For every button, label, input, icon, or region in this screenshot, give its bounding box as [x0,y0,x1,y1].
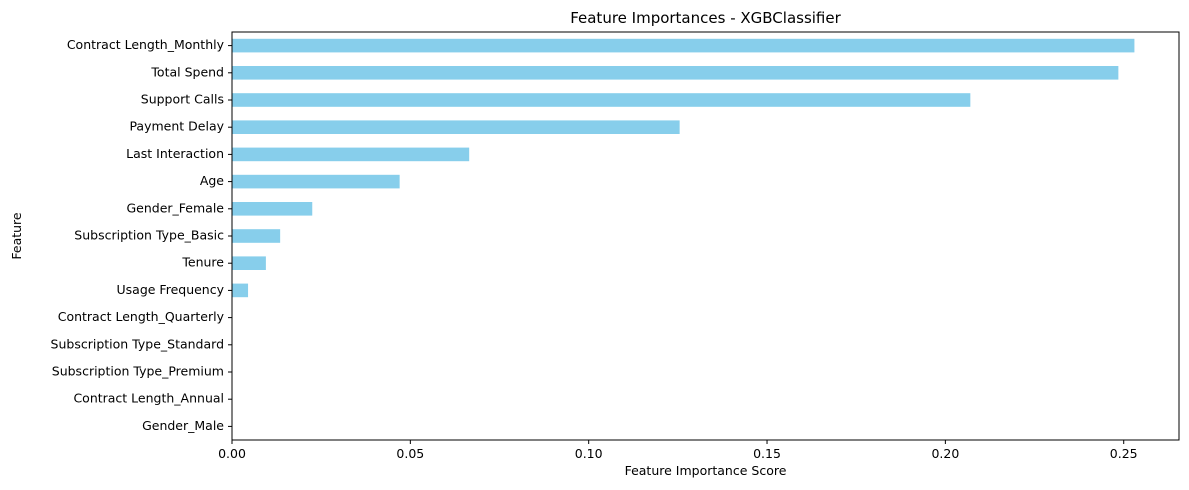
y-tick-label: Subscription Type_Basic [74,228,224,243]
y-axis-ticks: Contract Length_Monthly Total Spend Suppor… [51,37,232,433]
plot-frame [231,31,1180,441]
bar [232,38,1135,53]
x-axis-title: Feature Importance Score [625,463,787,478]
bar [232,147,470,162]
chart-title: Feature Importances - XGBClassifier [570,9,841,27]
bars-group [232,38,1135,298]
x-tick-label: 0.05 [396,446,424,461]
y-tick-label: Subscription Type_Standard [51,336,224,351]
x-tick-label: 0.10 [575,446,603,461]
bar [232,229,281,243]
bar [232,202,313,216]
x-axis-ticks: 0.00 0.05 0.10 0.15 0.20 0.25 [218,440,1138,461]
y-axis-title: Feature [9,212,24,260]
y-tick-label: Contract Length_Annual [73,391,224,406]
x-tick-label: 0.15 [753,446,781,461]
bar [232,283,249,298]
x-tick-label: 0.20 [931,446,959,461]
y-tick-label: Gender_Male [142,418,224,433]
y-tick-label: Usage Frequency [117,282,225,297]
bar [232,174,400,189]
bar [232,93,971,107]
x-tick-label: 0.25 [1110,446,1138,461]
x-tick-label: 0.00 [218,446,246,461]
y-tick-label: Last Interaction [126,146,224,161]
bar [232,66,1119,80]
y-tick-label: Subscription Type_Premium [52,364,224,379]
y-tick-label: Tenure [181,255,224,270]
bar [232,256,266,270]
y-tick-label: Support Calls [141,92,224,107]
bar [232,120,680,134]
y-tick-label: Total Spend [150,64,224,79]
y-tick-label: Gender_Female [126,200,224,215]
y-tick-label: Payment Delay [129,119,224,134]
y-tick-label: Age [200,173,224,188]
y-tick-label: Contract Length_Monthly [67,37,225,52]
y-tick-label: Contract Length_Quarterly [58,309,225,324]
